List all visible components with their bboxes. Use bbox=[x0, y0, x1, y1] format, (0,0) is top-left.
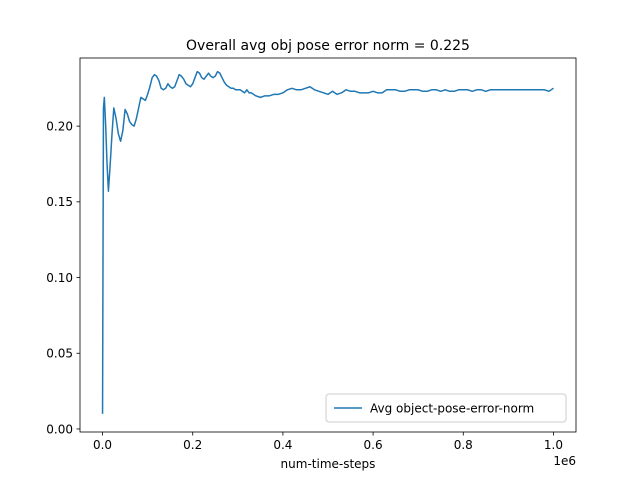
y-tick-label: 0.15 bbox=[46, 195, 73, 209]
x-tick-label: 0.0 bbox=[93, 438, 112, 452]
y-axis-ticks: 0.00 0.05 0.10 0.15 0.20 bbox=[46, 119, 80, 436]
series-line-0 bbox=[101, 70, 554, 414]
chart-title: Overall avg obj pose error norm = 0.225 bbox=[186, 38, 470, 54]
legend-box bbox=[325, 393, 567, 423]
x-axis-ticks: 0.0 0.2 0.4 0.6 0.8 1.0 bbox=[93, 432, 563, 452]
y-tick-label: 0.05 bbox=[46, 347, 73, 361]
y-tick-label: 0.00 bbox=[46, 422, 73, 436]
axes-frame bbox=[79, 57, 577, 433]
legend: Avg object-pose-error-norm bbox=[325, 393, 567, 423]
y-tick-label: 0.20 bbox=[46, 119, 73, 133]
plot-area bbox=[79, 57, 577, 433]
x-tick-label: 0.6 bbox=[364, 438, 383, 452]
x-axis-multiplier: 1e6 bbox=[553, 454, 576, 468]
x-tick-label: 0.8 bbox=[454, 438, 473, 452]
x-tick-label: 1.0 bbox=[544, 438, 563, 452]
x-axis-label: num-time-steps bbox=[281, 457, 376, 471]
legend-label: Avg object-pose-error-norm bbox=[370, 401, 534, 415]
x-tick-label: 0.2 bbox=[183, 438, 202, 452]
x-tick-label: 0.4 bbox=[273, 438, 292, 452]
y-tick-label: 0.10 bbox=[46, 271, 73, 285]
